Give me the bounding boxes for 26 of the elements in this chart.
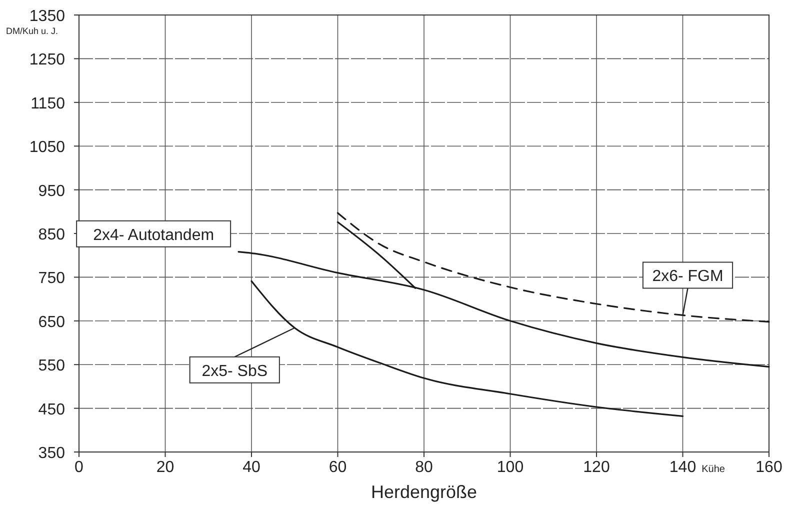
y-tick-label: 850: [38, 226, 66, 244]
y-axis-title: DM/Kuh u. J.: [6, 26, 58, 36]
y-tick-label: 1350: [29, 8, 66, 25]
series-label: 2x4- Autotandem: [93, 226, 214, 244]
y-tick-label: 1150: [30, 95, 66, 112]
x-tick-label: 120: [583, 459, 610, 476]
y-tick-label: 550: [38, 358, 66, 375]
y-tick-label: 1250: [29, 52, 66, 69]
x-axis-title: Herdengröße: [370, 482, 478, 502]
x-tick-label: 60: [328, 459, 347, 476]
x-tick-label: 100: [496, 459, 524, 476]
y-tick-label: 450: [38, 401, 66, 418]
y-tick-label: 950: [38, 182, 66, 200]
series-label: 2x6- FGM: [652, 268, 724, 286]
y-tick-label: 750: [38, 270, 66, 288]
y-tick-label: 350: [38, 445, 66, 462]
x-tick-label: 160: [756, 459, 782, 476]
x-tick-label: 20: [156, 459, 174, 476]
text: Kühe: [702, 464, 726, 475]
x-tick-label: 0: [74, 459, 84, 476]
x-tick-label: 80: [415, 459, 433, 476]
y-tick-label: 650: [38, 314, 66, 331]
x-tick-label: 140: [669, 459, 696, 476]
y-tick-label: 1050: [29, 139, 66, 156]
legend-label: 2x5- SbS: [202, 362, 268, 380]
x-tick-label: 40: [242, 459, 260, 476]
